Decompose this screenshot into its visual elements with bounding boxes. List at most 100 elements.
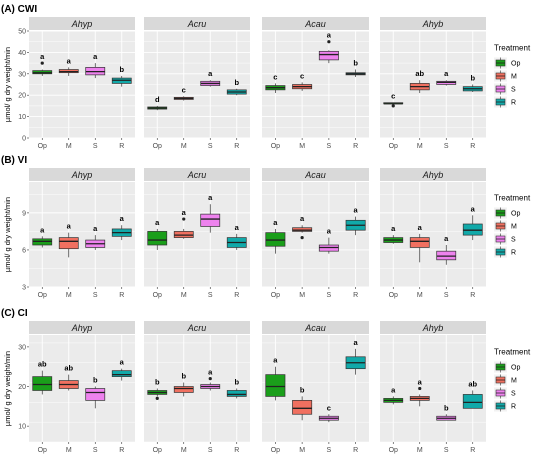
significance-letter: a xyxy=(208,368,213,377)
significance-letter: a xyxy=(273,218,278,227)
x-tick-label: M xyxy=(66,292,72,299)
significance-letter: a xyxy=(182,208,187,217)
box-Op: a xyxy=(383,385,404,405)
x-tick-label: M xyxy=(299,143,305,150)
box-body xyxy=(173,386,194,393)
x-tick-label: S xyxy=(444,292,449,299)
legend-label: Op xyxy=(511,365,520,372)
facet-strip-label: Ahyp xyxy=(71,170,93,180)
box-body xyxy=(111,370,132,377)
box-S: c xyxy=(318,403,339,423)
outlier-point xyxy=(327,40,331,44)
panel-title: (C) CI xyxy=(1,308,28,319)
significance-letter: b xyxy=(470,74,475,83)
x-tick-label: S xyxy=(93,292,98,299)
box-R: a xyxy=(111,214,132,241)
significance-letter: a xyxy=(235,223,240,232)
x-tick-label: R xyxy=(353,292,358,299)
box-Op: b xyxy=(147,378,168,401)
box-S: b xyxy=(85,376,106,409)
box-S: a xyxy=(318,227,339,254)
box-Op: c xyxy=(383,92,404,108)
x-tick-label: S xyxy=(208,143,213,150)
x-tick-label: Op xyxy=(271,447,280,454)
facet-strip-label: Acru xyxy=(187,323,207,333)
facet-strip xyxy=(262,168,369,181)
x-tick-label: R xyxy=(470,292,475,299)
significance-letter: ab xyxy=(38,360,47,369)
significance-letter: b xyxy=(353,59,358,68)
facet-Acau: Acau a a a a Op M S R xyxy=(262,168,369,299)
x-tick-label: R xyxy=(353,143,358,150)
significance-letter: d xyxy=(155,95,160,104)
x-tick-label: M xyxy=(181,143,187,150)
y-tick-label: 3 xyxy=(22,285,26,292)
y-axis-label: µmol/ g dry weight/min xyxy=(3,197,12,272)
panel-title: (A) CWI xyxy=(1,4,37,15)
legend-label: M xyxy=(511,378,517,385)
significance-letter: b xyxy=(93,376,98,385)
significance-letter: ab xyxy=(64,364,73,373)
outlier-point xyxy=(208,376,212,381)
significance-letter: a xyxy=(120,358,125,367)
x-tick-label: S xyxy=(444,143,449,150)
x-tick-label: R xyxy=(234,143,239,150)
facet-strip xyxy=(262,17,369,30)
facet-strip-label: Acau xyxy=(304,323,326,333)
x-tick-label: R xyxy=(353,447,358,454)
significance-letter: a xyxy=(67,222,72,231)
legend-label: R xyxy=(511,250,516,257)
legend-label: R xyxy=(511,100,516,107)
box-Op: a xyxy=(32,52,53,76)
box-Op: a xyxy=(32,225,53,248)
x-tick-label: S xyxy=(208,447,213,454)
legend-label: M xyxy=(511,74,517,81)
x-tick-label: Op xyxy=(38,292,47,299)
y-axis-label: µmol/ g dry weight/min xyxy=(3,47,12,122)
box-S: a xyxy=(200,69,221,87)
x-tick-label: Op xyxy=(271,292,280,299)
box-S: a xyxy=(318,31,339,64)
legend: Treatment Op MSR xyxy=(494,44,531,108)
box-Op: a xyxy=(147,218,168,250)
x-tick-label: R xyxy=(470,143,475,150)
significance-letter: a xyxy=(273,356,278,365)
outlier-point xyxy=(418,386,422,391)
facet-strip xyxy=(380,168,486,181)
facet-strip-label: Ahyb xyxy=(422,170,444,180)
legend-label: S xyxy=(511,237,516,244)
y-tick-label: 6 xyxy=(22,247,26,254)
significance-letter: b xyxy=(119,65,124,74)
significance-letter: c xyxy=(391,92,395,101)
x-tick-label: R xyxy=(470,447,475,454)
y-tick-label: 30 xyxy=(18,71,26,78)
facet-Acru: Acru d c a b Op M S R xyxy=(144,17,250,150)
box-R: b xyxy=(111,65,132,87)
y-tick-label: 20 xyxy=(18,384,26,391)
x-tick-label: M xyxy=(299,447,305,454)
box-body xyxy=(85,388,106,401)
significance-letter: c xyxy=(182,85,186,94)
box-R: a xyxy=(111,358,132,381)
box-R: b xyxy=(462,74,483,92)
legend-label: Op xyxy=(511,211,520,218)
significance-letter: a xyxy=(327,31,332,40)
significance-letter: b xyxy=(234,78,239,87)
y-tick-label: 20 xyxy=(18,93,26,100)
significance-letter: b xyxy=(444,403,449,412)
box-Op: ab xyxy=(32,360,53,395)
x-tick-label: M xyxy=(181,292,187,299)
facet-strip xyxy=(144,321,250,334)
facet-Acau: Acau a b c a Op M S R xyxy=(262,321,369,454)
legend: Treatment Op MSR xyxy=(494,348,531,412)
x-tick-label: Op xyxy=(153,447,162,454)
significance-letter: a xyxy=(354,338,359,347)
box-R: a xyxy=(345,338,366,375)
box-Op: a xyxy=(265,356,286,401)
significance-letter: a xyxy=(155,218,160,227)
x-tick-label: Op xyxy=(271,143,280,150)
significance-letter: c xyxy=(273,72,277,81)
significance-letter: a xyxy=(120,214,125,223)
